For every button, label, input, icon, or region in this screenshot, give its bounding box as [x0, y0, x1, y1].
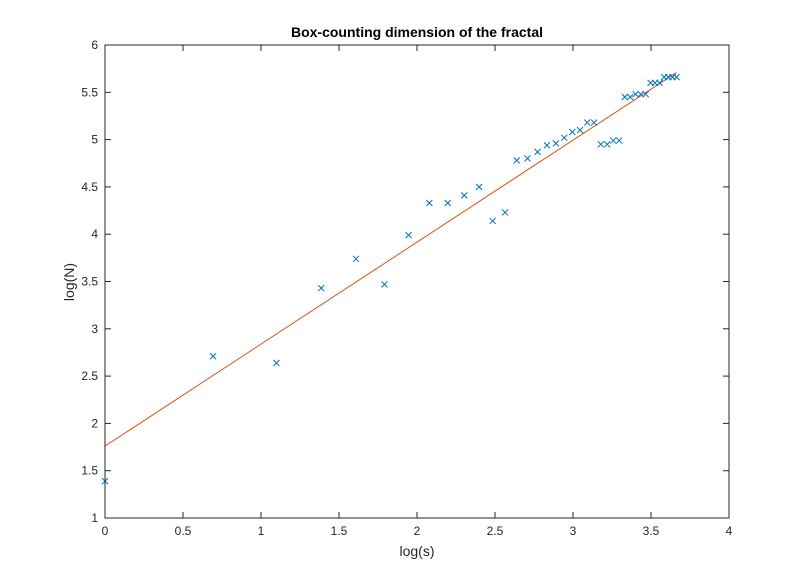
y-tick-label: 4	[91, 227, 98, 241]
data-point	[273, 359, 280, 367]
data-point	[569, 128, 576, 136]
data-point	[425, 199, 433, 207]
data-point	[475, 183, 483, 191]
data-point	[552, 140, 560, 147]
scatter-markers	[101, 73, 680, 485]
data-point	[405, 231, 412, 239]
data-point	[603, 140, 611, 148]
data-point	[534, 148, 541, 156]
y-tick-label: 4.5	[81, 180, 98, 194]
data-point	[656, 79, 663, 87]
plot-area	[105, 45, 729, 518]
data-point	[560, 134, 568, 142]
x-tick-label: 0.5	[175, 524, 192, 538]
data-point	[615, 137, 623, 144]
data-point	[543, 141, 551, 149]
x-tick-label: 1.5	[331, 524, 348, 538]
data-point	[460, 192, 468, 199]
data-point	[576, 126, 584, 134]
y-tick-label: 6	[91, 38, 98, 52]
fit-line-layer	[104, 72, 677, 447]
x-tick-label: 1	[258, 524, 265, 538]
x-tick-label: 2.5	[487, 524, 504, 538]
y-tick-label: 3	[91, 322, 98, 336]
data-point	[489, 217, 497, 225]
y-tick-label: 2	[91, 416, 98, 430]
data-point	[673, 73, 680, 81]
data-point	[524, 155, 531, 162]
fit-line	[104, 72, 677, 447]
y-axis-label: log(N)	[61, 263, 77, 301]
data-point	[590, 119, 598, 126]
x-axis-ticks: 0 0.5 1 1.5 2 2.5 3 3.5 4	[102, 45, 733, 538]
y-tick-label: 2.5	[81, 369, 98, 383]
x-tick-label: 4	[726, 524, 733, 538]
data-point	[501, 209, 509, 216]
y-tick-label: 5	[91, 133, 98, 147]
y-tick-label: 5.5	[81, 85, 98, 99]
x-tick-label: 3.5	[643, 524, 660, 538]
data-point	[352, 255, 360, 263]
x-tick-label: 3	[570, 524, 577, 538]
x-axis-label: log(s)	[399, 543, 434, 559]
data-point	[209, 352, 217, 360]
data-point	[626, 93, 634, 101]
data-point	[597, 140, 605, 148]
data-point	[381, 280, 388, 288]
data-point	[513, 157, 521, 164]
x-tick-label: 2	[414, 524, 421, 538]
data-point	[317, 284, 325, 292]
y-tick-label: 1	[91, 511, 98, 525]
data-point	[444, 199, 452, 207]
x-tick-label: 0	[102, 524, 109, 538]
y-tick-label: 3.5	[81, 275, 98, 289]
y-tick-label: 1.5	[81, 464, 98, 478]
data-point	[632, 90, 639, 98]
data-point	[609, 137, 617, 144]
data-point	[583, 119, 591, 126]
data-point	[637, 90, 645, 98]
chart-title: Box-counting dimension of the fractal	[291, 24, 543, 40]
data-point	[621, 93, 629, 101]
data-point	[642, 90, 650, 98]
y-axis-ticks: 1 1.5 2 2.5 3 3.5 4 4.5 5 5.5 6	[81, 38, 729, 525]
